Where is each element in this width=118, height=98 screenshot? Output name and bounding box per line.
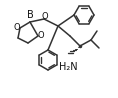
Text: O: O	[14, 23, 20, 31]
Text: B: B	[27, 10, 33, 20]
Text: H₂N: H₂N	[59, 62, 77, 72]
Text: O: O	[42, 11, 48, 20]
Text: O: O	[38, 30, 44, 39]
